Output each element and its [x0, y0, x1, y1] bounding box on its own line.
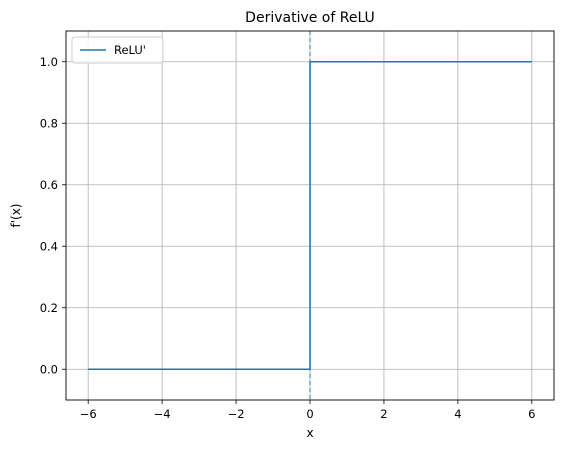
y-tick-label: 1.0: [40, 55, 58, 69]
legend: ReLU': [71, 36, 164, 64]
x-tick-label: −2: [228, 407, 245, 421]
series-line: [88, 60, 532, 371]
plot-area: [88, 31, 532, 400]
chart-title: Derivative of ReLU: [245, 10, 375, 26]
x-axis-label: x: [306, 426, 313, 440]
y-tick-label: 0.0: [40, 362, 58, 376]
y-axis: 0.0 0.2 0.4 0.6 0.8 1.0: [40, 55, 66, 376]
y-tick-label: 0.8: [40, 116, 58, 130]
y-tick-label: 0.6: [40, 178, 58, 192]
x-tick-label: 2: [380, 407, 387, 421]
y-axis-label: f'(x): [9, 204, 23, 228]
x-tick-label: −4: [154, 407, 171, 421]
x-axis: −6 −4 −2 0 2 4 6: [80, 400, 535, 421]
legend-box: [71, 36, 164, 64]
x-tick-label: 4: [454, 407, 461, 421]
x-tick-label: 0: [306, 407, 313, 421]
x-tick-label: −6: [80, 407, 97, 421]
legend-label: ReLU': [114, 43, 146, 57]
x-tick-label: 6: [528, 407, 535, 421]
y-tick-label: 0.4: [40, 239, 58, 253]
y-tick-label: 0.2: [40, 301, 58, 315]
